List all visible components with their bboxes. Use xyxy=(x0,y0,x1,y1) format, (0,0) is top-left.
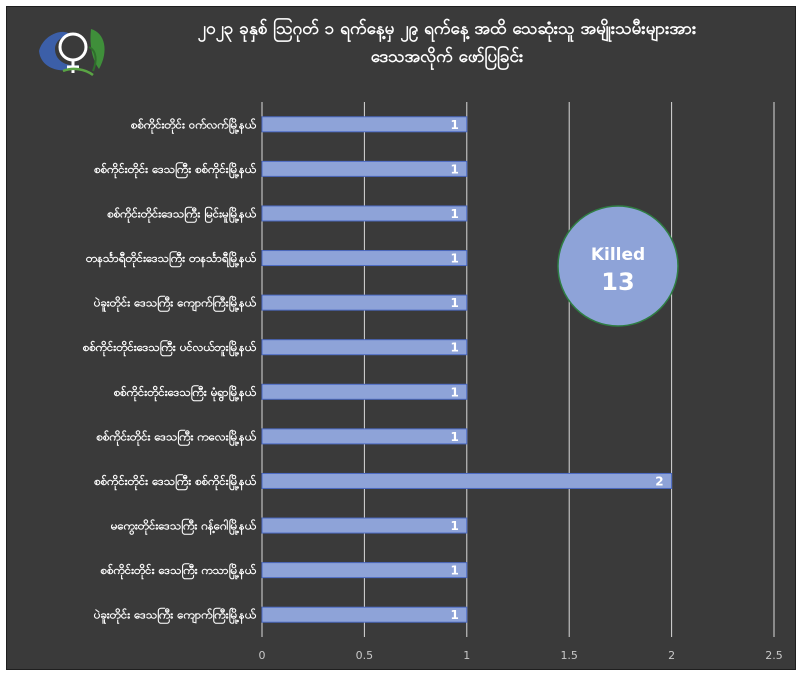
bar xyxy=(261,205,468,222)
bar xyxy=(261,339,468,356)
category-label: မကွေးတိုင်းဒေသကြီး ဂန့်ဂေါမြို့နယ် xyxy=(110,518,257,536)
bar xyxy=(261,472,673,489)
bar xyxy=(261,160,468,177)
data-label: 1 xyxy=(450,118,458,132)
bar xyxy=(261,517,468,534)
bar xyxy=(261,250,468,267)
chart-title-line-2: ဒေသအလိုက် ဖော်ပြခြင်း xyxy=(370,47,524,67)
chart-frame: ၂၀၂၃ ခုနှစ် ဩဂုတ် ၁ ရက်နေ့မှ ၂၉ ရက်နေ့ အ… xyxy=(6,6,796,670)
category-label: စစ်ကိုင်းတိုင်းဒေသကြီး ပင်လယ်ဘူးမြို့နယ် xyxy=(82,339,257,357)
data-label: 1 xyxy=(450,207,458,221)
data-label: 2 xyxy=(655,474,663,488)
category-label: တနင်္သာရီတိုင်းဒေသကြီး တနင်္သာရီမြို့နယ် xyxy=(85,250,257,268)
chart-title: ၂၀၂၃ ခုနှစ် ဩဂုတ် ၁ ရက်နေ့မှ ၂၉ ရက်နေ့ အ… xyxy=(127,15,767,71)
category-label: စစ်ကိုင်းတိုင်း ဝက်လက်မြို့နယ် xyxy=(130,116,257,134)
bar xyxy=(261,294,468,311)
category-label: စစ်ကိုင်းတိုင်း ဒေသကြီး ကလေးမြို့နယ် xyxy=(95,428,256,446)
bar xyxy=(261,383,468,400)
data-label: 1 xyxy=(450,608,458,622)
chart-title-line-1: ၂၀၂၃ ခုနှစ် ဩဂုတ် ၁ ရက်နေ့မှ ၂၉ ရက်နေ့ အ… xyxy=(197,19,697,39)
organization-logo-icon xyxy=(39,29,105,77)
bar xyxy=(261,116,468,133)
category-label: စစ်ကိုင်းတိုင်းဒေသကြီး မြင်းမူမြို့နယ် xyxy=(106,205,257,223)
bar xyxy=(261,562,468,579)
x-tick-label: 1.5 xyxy=(560,649,578,662)
killed-annotation-value: 13 xyxy=(601,268,634,296)
bar xyxy=(261,428,468,445)
category-label: စစ်ကိုင်းတိုင်း ဒေသကြီး စစ်ကိုင်းမြို့နယ… xyxy=(93,473,257,491)
x-tick-label: 2 xyxy=(668,649,675,662)
data-label: 1 xyxy=(450,341,458,355)
data-label: 1 xyxy=(450,519,458,533)
killed-annotation-circle xyxy=(557,205,679,327)
data-label: 1 xyxy=(450,385,458,399)
data-label: 1 xyxy=(450,430,458,444)
category-label: စစ်ကိုင်းတိုင်း ဒေသကြီး ကသာမြို့နယ် xyxy=(100,562,257,580)
killed-annotation-label: Killed xyxy=(591,245,645,265)
data-label: 1 xyxy=(450,162,458,176)
category-label: ပဲခူးတိုင်း ဒေသကြီး ကျောက်ကြီးမြို့နယ် xyxy=(93,607,257,625)
data-label: 1 xyxy=(450,564,458,578)
bar-chart: 0 0.5 1 1.5 2 2.5 စစ်ကိုင်းတိုင်း ဝက်လက်မြို့န… xyxy=(82,102,783,662)
x-tick-label: 0 xyxy=(259,649,266,662)
category-label: စစ်ကိုင်းတိုင်းဒေသကြီး မုံရွာမြို့နယ် xyxy=(113,384,257,402)
x-tick-label: 0.5 xyxy=(356,649,374,662)
category-label: ပဲခူးတိုင်း ဒေသကြီး ကျောက်ကြီးမြို့နယ် xyxy=(93,295,257,313)
data-label: 1 xyxy=(450,296,458,310)
data-label: 1 xyxy=(450,252,458,266)
bar xyxy=(261,606,468,623)
x-tick-label: 1 xyxy=(463,649,470,662)
x-tick-label: 2.5 xyxy=(765,649,783,662)
category-label: စစ်ကိုင်းတိုင်း ဒေသကြီး စစ်ကိုင်းမြို့နယ… xyxy=(93,161,257,179)
